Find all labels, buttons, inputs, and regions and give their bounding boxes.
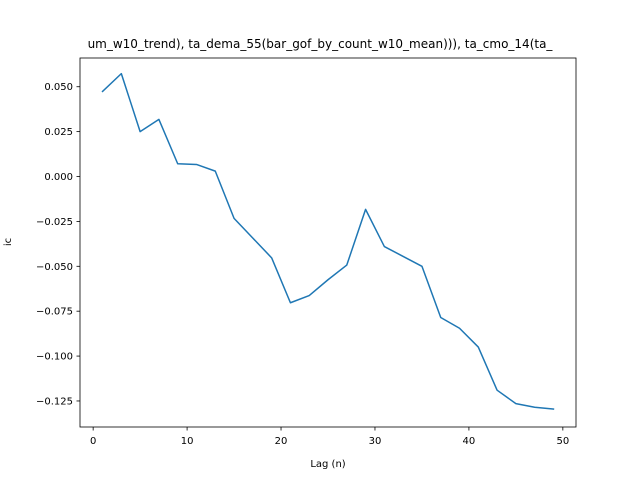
x-axis: 0 10 20 30 40 50 [90, 427, 569, 447]
y-tick-label: −0.075 [36, 307, 73, 318]
chart-title: um_w10_trend), ta_dema_55(bar_gof_by_cou… [88, 37, 554, 51]
y-tick-label: −0.025 [36, 217, 73, 228]
y-tick-label: −0.050 [36, 262, 73, 273]
axes-frame [79, 57, 577, 428]
y-tick-label: −0.100 [36, 352, 73, 363]
x-tick-label: 10 [181, 436, 194, 447]
series-line [101, 72, 555, 410]
y-tick-label: 0.050 [44, 82, 73, 93]
x-tick-label: 40 [463, 436, 476, 447]
y-tick-label: −0.125 [36, 396, 73, 407]
y-tick-label: 0.025 [44, 127, 73, 138]
x-tick-label: 50 [556, 436, 569, 447]
x-tick-label: 0 [90, 436, 96, 447]
y-axis-label: ic [3, 238, 14, 246]
x-tick-label: 30 [369, 436, 382, 447]
x-tick-label: 20 [275, 436, 288, 447]
y-axis: 0.050 0.025 0.000 −0.025 −0.050 −0.075 −0.100 −… [36, 82, 80, 407]
y-tick-label: 0.000 [44, 172, 73, 183]
plot-area [101, 72, 555, 410]
x-axis-label: Lag (n) [310, 459, 345, 470]
